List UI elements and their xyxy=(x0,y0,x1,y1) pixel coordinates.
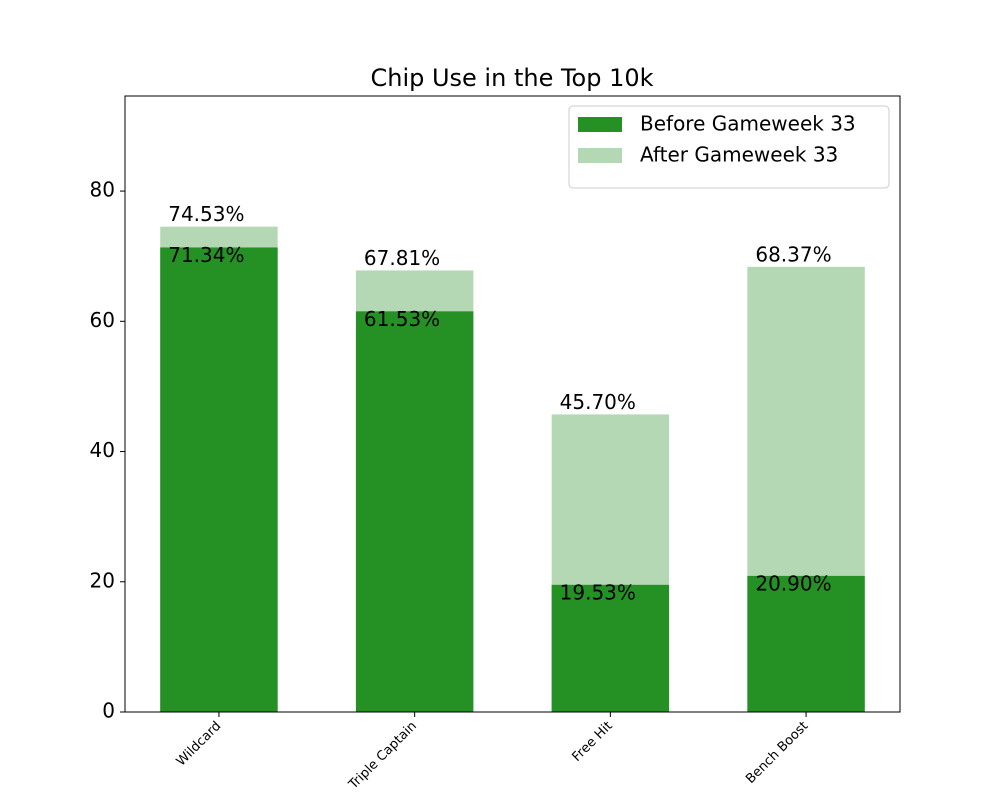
bar xyxy=(160,247,278,713)
x-tick-label: Free Hit xyxy=(570,719,616,765)
y-tick-label: 60 xyxy=(90,308,115,332)
y-tick-label: 0 xyxy=(102,699,115,723)
x-tick-label: Wildcard xyxy=(174,719,225,770)
y-tick-label: 20 xyxy=(90,568,115,592)
bar xyxy=(551,584,670,712)
plot-frame xyxy=(124,95,901,713)
data-label: 20.90% xyxy=(755,571,831,595)
y-tick-label: 80 xyxy=(90,178,115,202)
legend: Before Gameweek 33 After Gameweek 33 xyxy=(568,105,890,189)
legend-label: After Gameweek 33 xyxy=(640,143,838,167)
legend-box xyxy=(568,105,890,189)
bar xyxy=(355,311,474,712)
legend-swatch xyxy=(578,148,622,163)
x-tick-label: Triple Captain xyxy=(346,719,420,793)
y-tick-label: 40 xyxy=(90,438,115,462)
data-label: 68.37% xyxy=(755,242,831,266)
data-label: 67.81% xyxy=(364,246,440,270)
data-label: 74.53% xyxy=(168,202,244,226)
data-label: 45.70% xyxy=(560,390,636,414)
chart-title: Chip Use in the Top 10k xyxy=(370,64,653,92)
data-label: 19.53% xyxy=(560,580,636,604)
legend-label: Before Gameweek 33 xyxy=(640,112,856,136)
data-label: 71.34% xyxy=(168,243,244,267)
legend-swatch xyxy=(578,117,622,132)
data-label: 61.53% xyxy=(364,307,440,331)
bar xyxy=(747,575,865,712)
x-tick-label: Bench Boost xyxy=(743,719,811,787)
